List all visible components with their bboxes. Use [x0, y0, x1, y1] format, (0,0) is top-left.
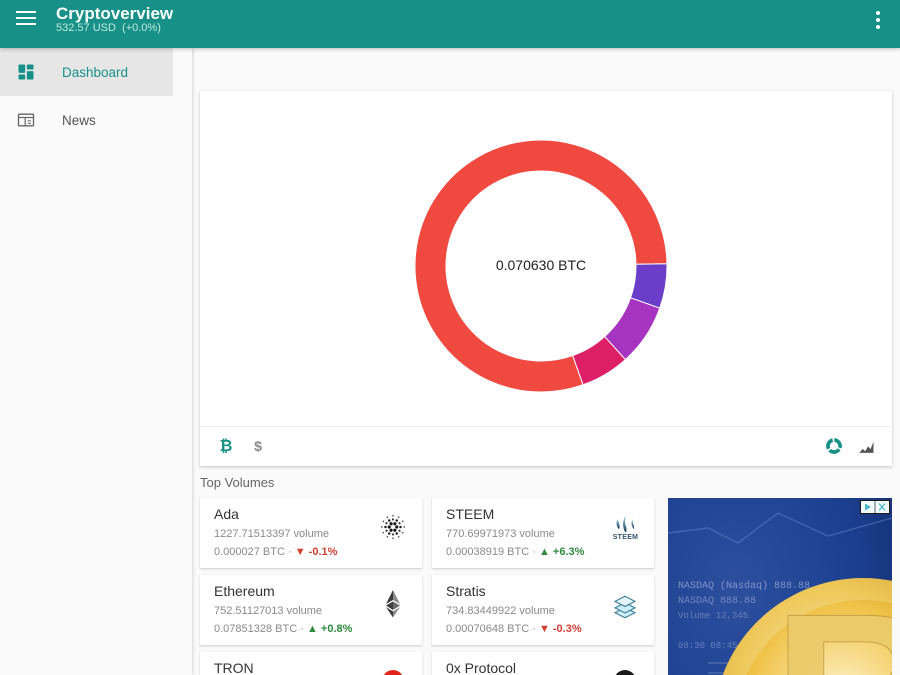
svg-text:0.070630 BTC: 0.070630 BTC [496, 257, 586, 273]
svg-text:B: B [771, 561, 892, 675]
svg-text:NASDAQ 888.88: NASDAQ 888.88 [678, 596, 756, 607]
svg-text:$: $ [254, 439, 262, 455]
svg-text:STEEM: STEEM [613, 534, 639, 541]
svg-text:₿: ₿ [220, 437, 233, 455]
svg-text:Volume 12,345: Volume 12,345 [678, 611, 748, 621]
